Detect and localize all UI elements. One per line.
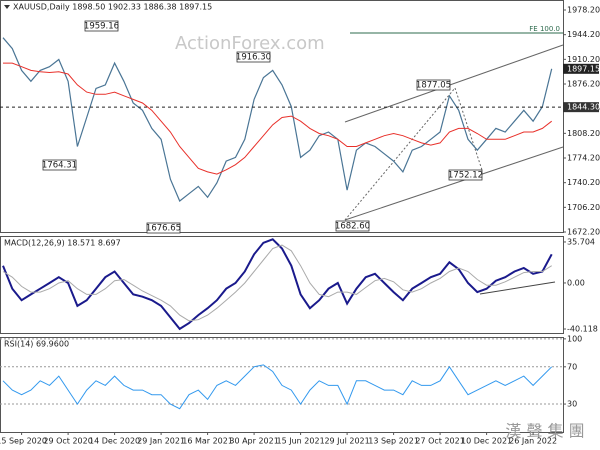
- series-line: [2, 364, 553, 410]
- x-tick-label: 29 Jul 2021: [324, 437, 369, 446]
- annotation: 1877.05: [416, 81, 451, 91]
- annotation-box: [416, 79, 451, 91]
- series-line: [2, 37, 553, 202]
- y-tick-label: 1706.20: [567, 203, 600, 212]
- annotation: 1682.60: [335, 222, 370, 232]
- series-line: [3, 62, 553, 175]
- series-line: [2, 244, 552, 322]
- y-tick-label: 1944.20: [567, 30, 600, 39]
- annotation: 1959.16: [84, 22, 119, 32]
- fib-leg: [344, 87, 456, 221]
- level-box: [563, 102, 599, 113]
- panel-title: RSI(14) 69.9600: [4, 340, 69, 349]
- channel-lower: [344, 146, 564, 221]
- last-price-label: 1897.15: [567, 64, 600, 73]
- annotation-box: [42, 159, 77, 171]
- y-tick-label: 35.704: [567, 237, 595, 246]
- series-line: [2, 238, 553, 331]
- x-tick-label: 16 Mar 2021: [182, 437, 233, 446]
- annotation: 1764.31: [42, 161, 77, 171]
- channel-upper: [344, 44, 564, 123]
- x-tick-label: 14 Dec 2020: [89, 437, 140, 446]
- annotation: 1752.12: [448, 171, 483, 181]
- y-tick-label: 70: [567, 362, 577, 371]
- x-tick-label: 13 Sep 2021: [368, 437, 419, 446]
- y-tick-label: 1774.20: [567, 154, 600, 163]
- y-tick-label: 1978.20: [567, 6, 600, 15]
- x-tick-label: 10 Dec 2021: [461, 437, 512, 446]
- panel-frame: [0, 236, 564, 334]
- x-tick-label: 26 Jan 2022: [509, 437, 557, 446]
- panel-title: MACD(12,26,9) 18.571 8.697: [4, 239, 121, 248]
- y-tick-label: 100: [567, 334, 582, 343]
- menu-arrow: [4, 5, 10, 9]
- y-tick-label: 30: [567, 400, 577, 409]
- y-tick-label: 1910.20: [567, 55, 600, 64]
- annotation-box: [335, 220, 370, 232]
- x-tick-label: 30 Apr 2021: [229, 437, 278, 446]
- panel-title: XAUUSD,Daily 1898.50 1902.33 1886.38 189…: [13, 3, 212, 12]
- x-tick-label: 15 Sep 2020: [0, 437, 47, 446]
- y-tick-label: 1740.20: [567, 178, 600, 187]
- x-tick-label: 29 Jan 2021: [137, 437, 185, 446]
- annotation-box: [448, 169, 483, 181]
- x-tick-label: 29 Oct 2020: [43, 437, 92, 446]
- level-label: 1844.30: [567, 103, 600, 112]
- y-tick-label: 0.00: [567, 278, 585, 287]
- x-tick-label: 27 Oct 2021: [415, 437, 464, 446]
- y-tick-label: -40.118: [567, 325, 598, 334]
- y-tick-label: 1876.20: [567, 80, 600, 89]
- annotation-box: [236, 51, 271, 63]
- annotation-box: [146, 222, 181, 234]
- panel-frame: [0, 0, 564, 233]
- annotation: 1676.65: [146, 224, 181, 234]
- annotation: 1916.30: [236, 53, 271, 63]
- annotation-box: [84, 20, 119, 32]
- y-tick-label: 1808.20: [567, 129, 600, 138]
- watermark: ActionForex.com: [175, 33, 325, 54]
- x-tick-label: 15 Jun 2021: [277, 437, 325, 446]
- annotation: FE 100.0: [529, 25, 560, 33]
- y-tick-label: 1672.20: [567, 228, 600, 237]
- watermark: 漢 聲 集 團: [505, 422, 584, 441]
- panel-frame: [0, 337, 564, 433]
- macd-trendline: [479, 281, 556, 295]
- last-price-box: [563, 63, 599, 74]
